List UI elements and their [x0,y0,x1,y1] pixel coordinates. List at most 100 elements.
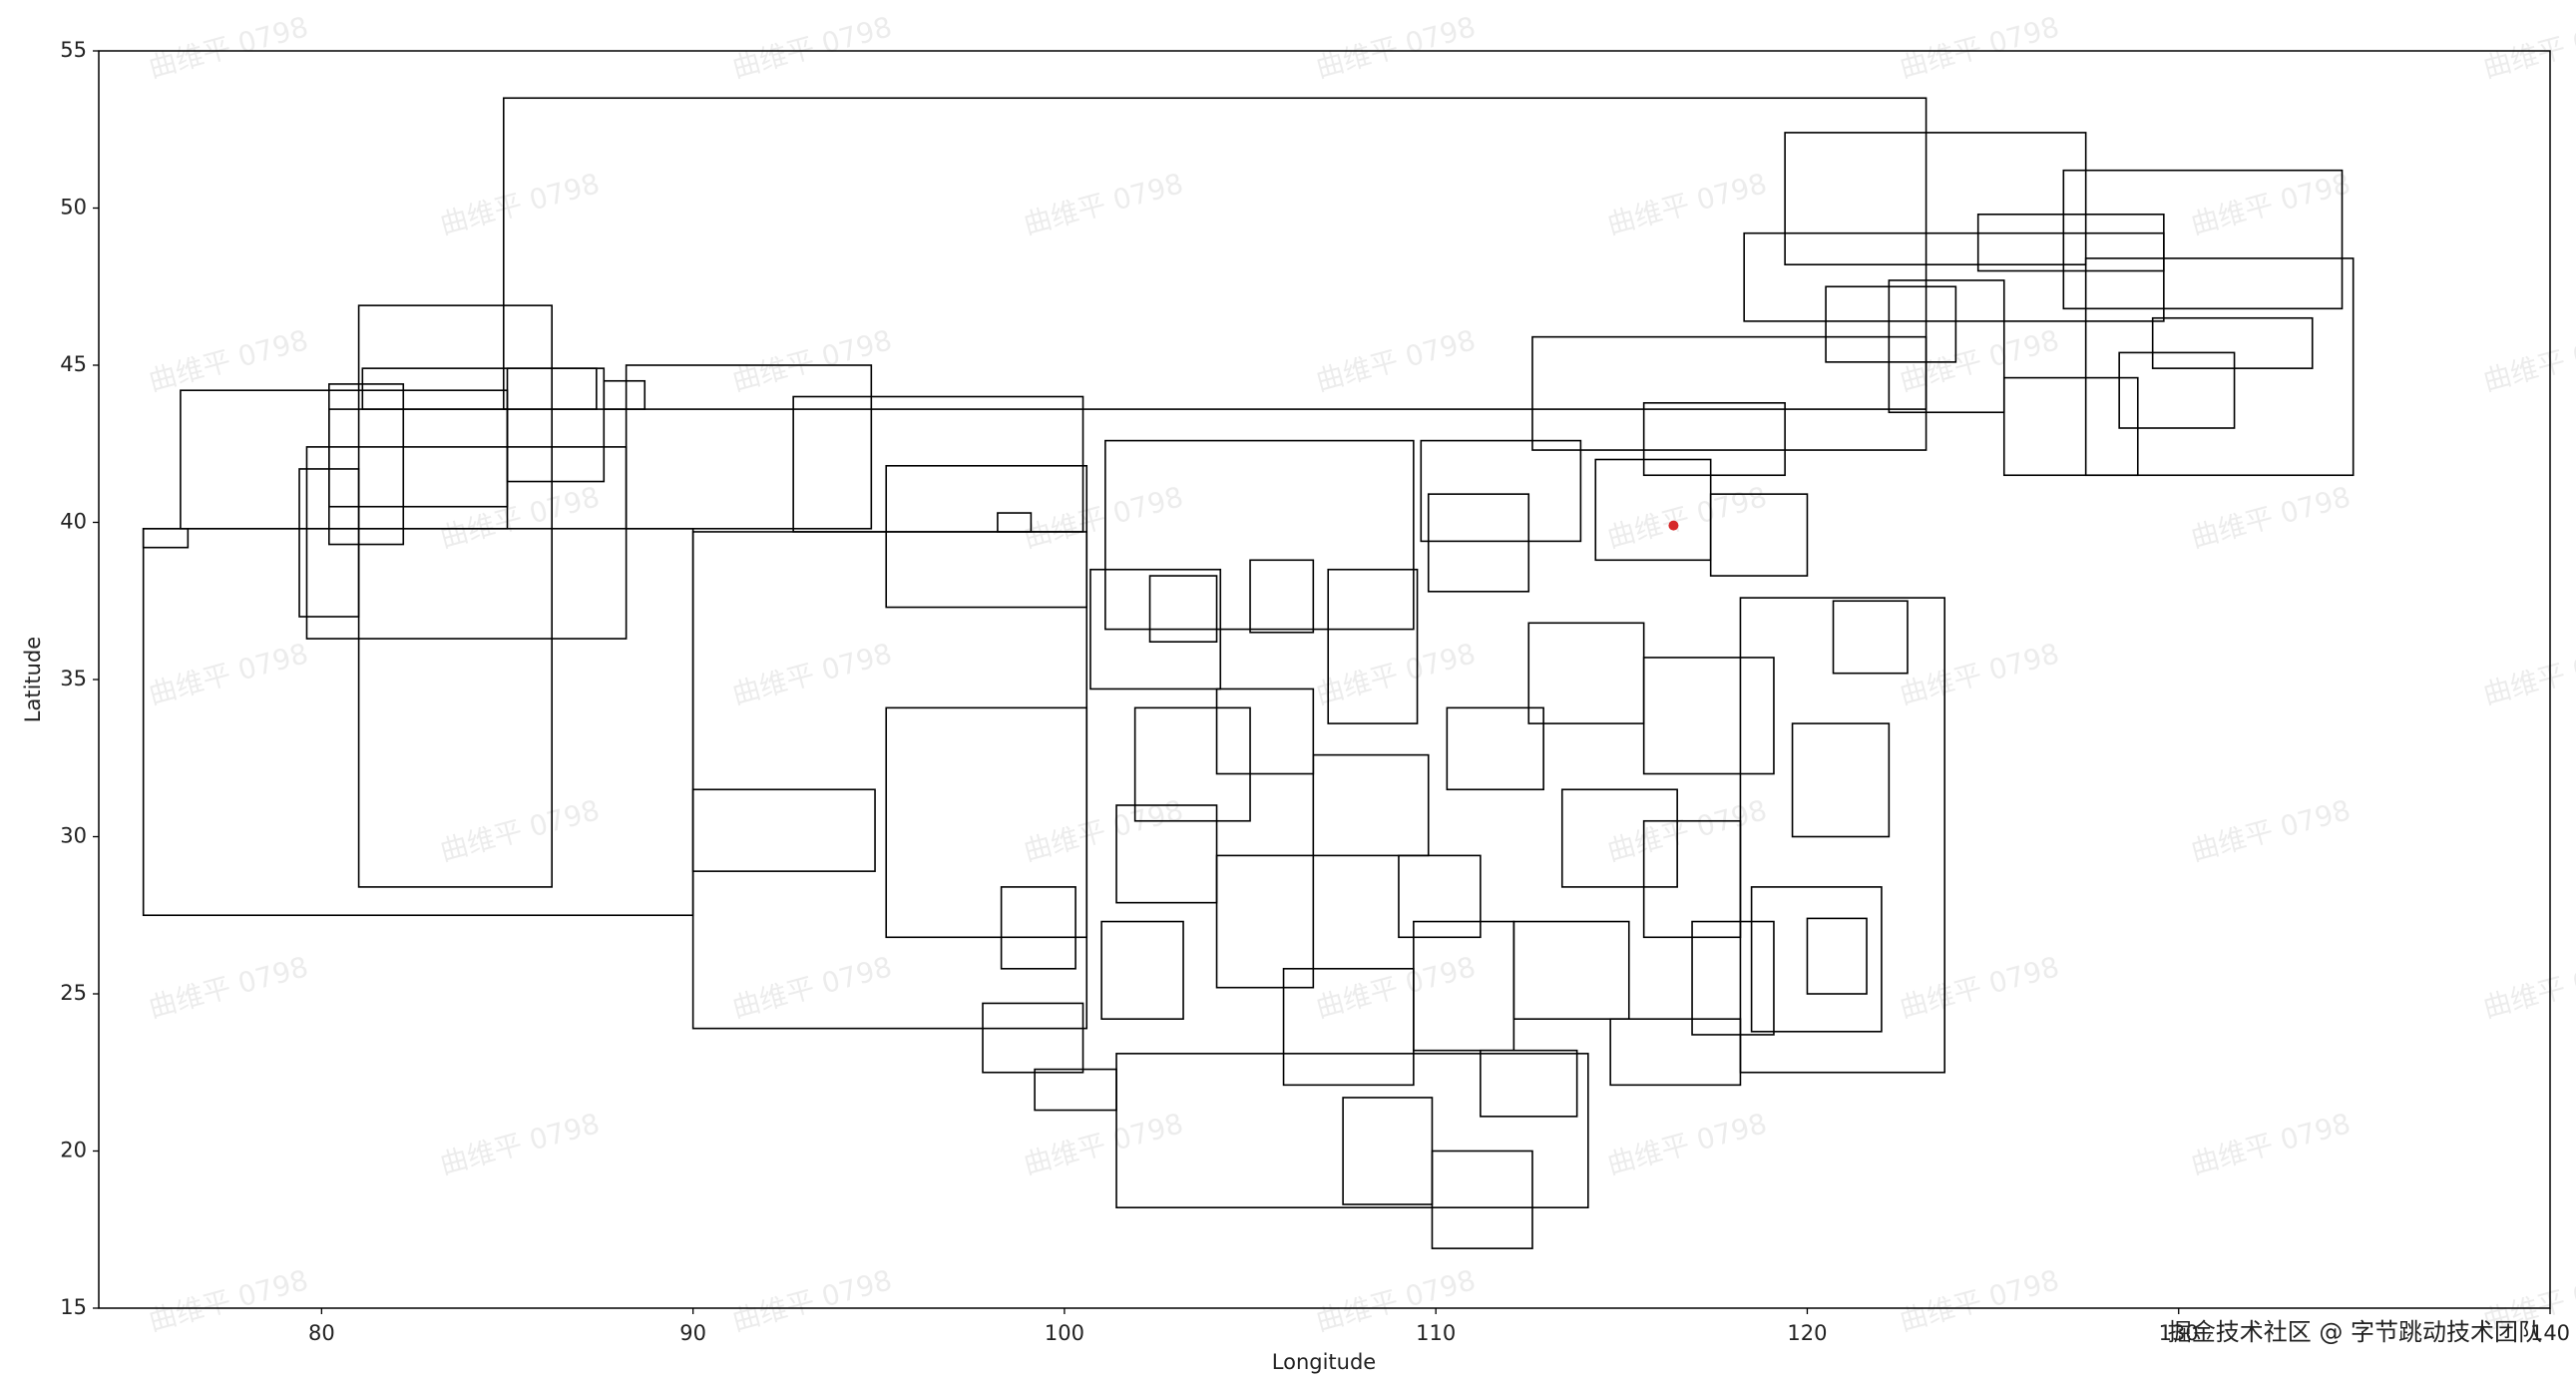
watermark: 曲维平 0798 [1896,323,2062,397]
x-tick-label: 140 [2530,1321,2570,1345]
watermark: 曲维平 0798 [1896,950,2062,1024]
watermark: 曲维平 0798 [1603,480,1770,554]
bounding-box [2062,169,2344,310]
x-tick-label: 110 [1416,1321,1456,1345]
bounding-box [1148,575,1218,643]
y-tick-label: 35 [60,667,87,691]
bounding-box [2002,376,2139,477]
y-axis-label: Latitude [21,637,45,722]
y-tick-label: 50 [60,196,87,220]
watermark: 曲维平 0798 [1896,637,2062,710]
bounding-box [1888,279,2005,414]
y-tick-label: 55 [60,38,87,62]
bounding-box [1034,1068,1117,1112]
bounding-box [885,706,1088,939]
bounding-box [1215,688,1315,775]
y-tick-label: 45 [60,352,87,376]
bounding-box [1215,854,1315,989]
bounding-box [1743,231,2165,322]
bounding-box [1398,854,1482,939]
bounding-box [2151,316,2314,369]
bounding-box [328,408,509,508]
bounding-box [691,788,876,872]
watermark: 曲维平 0798 [1312,10,1479,84]
bounding-box [1100,920,1184,1020]
bounding-box [1115,804,1218,904]
bounding-box [305,446,628,640]
bounding-box [1446,706,1544,791]
watermark: 曲维平 0798 [1896,10,2062,84]
bounding-box [1976,214,2165,272]
watermark: 曲维平 0798 [1020,167,1186,240]
bounding-box [1527,622,1645,724]
x-tick-label: 80 [308,1321,335,1345]
bounding-box [328,383,405,546]
bounding-box [792,395,1084,533]
bounding-box [142,527,694,917]
watermark: 曲维平 0798 [145,950,311,1024]
watermark: 曲维平 0798 [2479,10,2576,84]
bounding-box [1420,439,1582,543]
x-tick-label: 130 [2159,1321,2199,1345]
bounding-box [691,531,1088,1030]
bounding-box [1560,788,1678,888]
bounding-box [1642,401,1786,477]
x-tick-label: 90 [679,1321,706,1345]
watermark: 曲维平 0798 [1896,1263,2062,1337]
watermark: 曲维平 0798 [436,167,603,240]
watermark: 曲维平 0798 [436,480,603,554]
bounding-box [142,527,190,549]
watermark: 曲维平 0798 [1312,950,1479,1024]
watermark: 曲维平 0798 [145,1263,311,1337]
bounding-box [2118,351,2236,429]
bounding-box [1791,722,1891,838]
watermark: 曲维平 0798 [1020,1107,1186,1180]
x-axis-label: Longitude [1272,1350,1376,1374]
bounding-box [1806,917,1868,995]
watermark: 曲维平 0798 [728,1263,895,1337]
watermark: 曲维平 0798 [1020,480,1186,554]
bounding-box [1709,493,1809,577]
bounding-box [357,304,553,888]
bounding-box [1832,600,1909,675]
bounding-box [1104,439,1415,631]
bounding-box [1642,819,1742,939]
bounding-box [1342,1097,1434,1205]
bounding-box [1000,886,1076,970]
highlight-point [1668,520,1679,531]
bounding-box [1312,753,1430,857]
bounding-box [1480,1049,1578,1118]
y-tick-label: 25 [60,981,87,1005]
bounding-box [1825,285,1957,363]
y-tick-label: 40 [60,510,87,534]
bounding-box [1512,920,1630,1020]
x-tick-label: 120 [1787,1321,1827,1345]
watermark: 曲维平 0798 [1603,167,1770,240]
watermark: 曲维平 0798 [2187,167,2354,240]
bounding-box [625,364,873,530]
bounding-box [1327,568,1419,724]
bounding-box [502,97,1928,410]
bounding-box [1642,657,1775,775]
bounding-box [361,367,598,410]
watermark: 曲维平 0798 [2187,1107,2354,1180]
bounding-box [1089,568,1222,691]
watermark: 曲维平 0798 [2479,637,2576,710]
bounding-box [1115,1053,1589,1208]
watermark: 曲维平 0798 [2187,793,2354,867]
plot-area: 80 90 100 110 120 130 140 15 20 25 30 35 40 45 50 55 [60,38,2570,1345]
y-tick-label: 30 [60,824,87,848]
watermark: 曲维平 0798 [2187,480,2354,554]
bounding-box [1431,1150,1533,1249]
bounding-box [1750,886,1883,1033]
y-tick-label: 15 [60,1295,87,1319]
watermark: 曲维平 0798 [145,323,311,397]
watermarks: 曲维平 0798 曲维平 0798 曲维平 0798 曲维平 0798 曲维平 0798… [145,10,2576,1337]
watermark: 曲维平 0798 [1312,637,1479,710]
bounding-box [180,389,509,530]
bounding-box [1531,335,1928,451]
bounding-box [506,367,606,483]
x-tick-label: 100 [1045,1321,1084,1345]
watermark: 曲维平 0798 [2479,323,2576,397]
